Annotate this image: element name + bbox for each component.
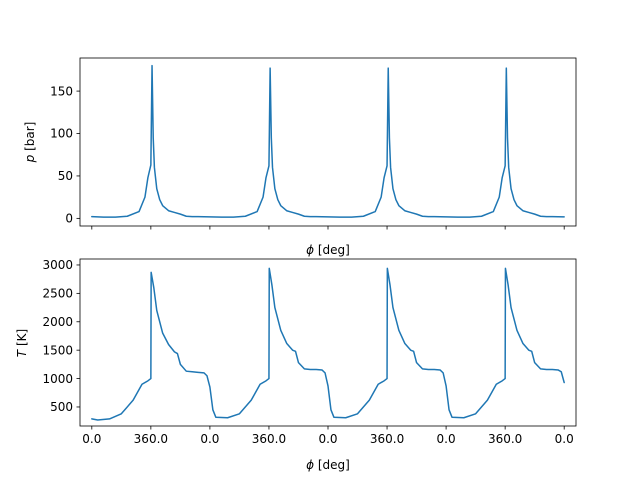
- p-series-line-0: [91, 64, 565, 218]
- temperature-y-ticks: 500 1000 1500 2000 2500 3000: [42, 258, 80, 414]
- t-x-tick-label: 0.0: [318, 432, 337, 446]
- pressure-x-ticks: [91, 226, 565, 230]
- t-series-line-0: [91, 267, 565, 421]
- pressure-x-axis-label: ϕ [deg]: [306, 243, 350, 257]
- t-y-tick-label: 1500: [42, 343, 73, 357]
- temperature-x-axis-label: ϕ [deg]: [306, 458, 350, 472]
- temperature-axes-frame: [79, 258, 577, 427]
- t-x-tick-label: 0.0: [200, 432, 219, 446]
- t-x-tick-label: 0.0: [437, 432, 456, 446]
- p-y-tick-label: 150: [50, 84, 73, 98]
- temperature-x-ticks: 0.0 360.0 0.0 360.0 0.0 360.0 0.0 360.0 0.0: [82, 426, 574, 446]
- temperature-x-axis-symbol: ϕ: [306, 458, 314, 472]
- t-x-tick-label: 0.0: [82, 432, 101, 446]
- t-y-tick-label: 3000: [42, 258, 73, 272]
- temperature-series-layer: [91, 267, 565, 421]
- t-x-tick-label: 360.0: [370, 432, 404, 446]
- pressure-x-axis-symbol: ϕ: [306, 243, 314, 257]
- t-y-tick-label: 500: [50, 400, 73, 414]
- t-y-tick-label: 2000: [42, 315, 73, 329]
- p-y-tick-label: 0: [65, 212, 73, 226]
- t-y-tick-label: 1000: [42, 372, 73, 386]
- t-y-tick-label: 2500: [42, 287, 73, 301]
- pressure-y-axis-unit: [bar]: [23, 122, 37, 155]
- temperature-x-axis-unit: [deg]: [314, 458, 350, 472]
- temperature-y-axis-symbol: T: [15, 348, 29, 357]
- pressure-axes-frame: [79, 57, 577, 227]
- t-x-tick-label: 0.0: [555, 432, 574, 446]
- pressure-plot: 0 50 100 150 ϕ [deg] p [bar]: [23, 57, 577, 257]
- temperature-y-axis-label: T [K]: [15, 329, 29, 357]
- p-y-tick-label: 50: [58, 169, 73, 183]
- temperature-plot: 0.0 360.0 0.0 360.0 0.0 360.0 0.0 360.0 0.0 500 1…: [15, 258, 577, 472]
- p-y-tick-label: 100: [50, 127, 73, 141]
- temperature-y-axis-unit: [K]: [15, 329, 29, 350]
- pressure-y-ticks: 0 50 100 150: [50, 84, 80, 226]
- pressure-y-axis-symbol: p: [23, 154, 37, 163]
- pressure-x-axis-unit: [deg]: [314, 243, 350, 257]
- t-x-tick-label: 360.0: [252, 432, 286, 446]
- t-x-tick-label: 360.0: [134, 432, 168, 446]
- pressure-y-axis-label: p [bar]: [23, 122, 37, 164]
- t-x-tick-label: 360.0: [488, 432, 522, 446]
- pressure-series-layer: [91, 64, 565, 218]
